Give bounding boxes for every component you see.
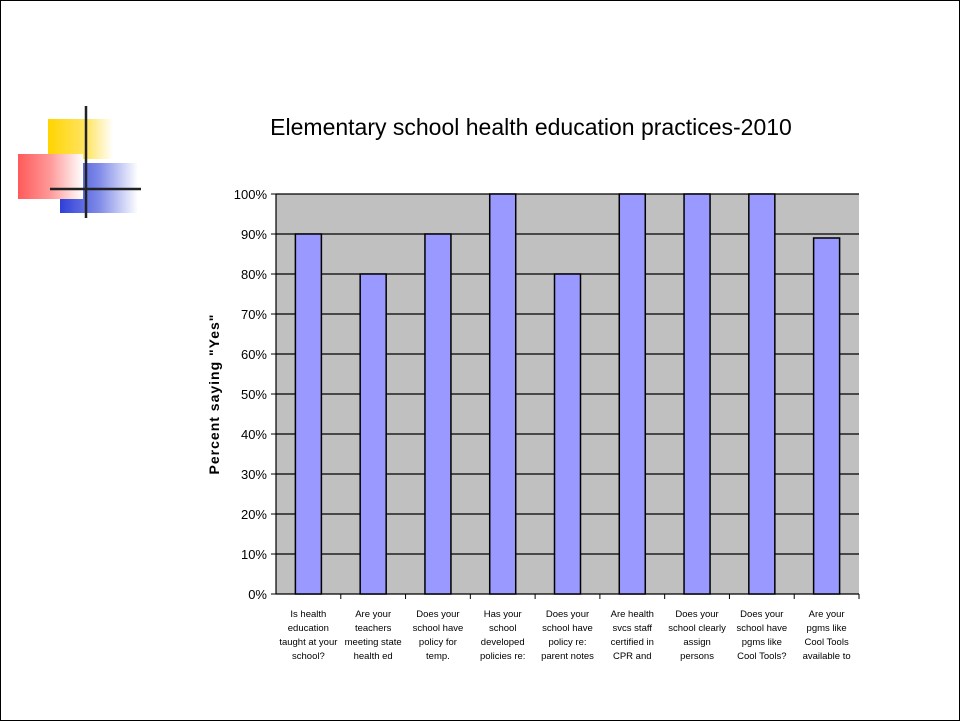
x-tick-label-line: temp.: [426, 651, 450, 662]
x-tick-label-line: teachers: [354, 623, 392, 634]
y-tick-label: 50%: [241, 387, 267, 402]
x-tick-label-line: svcs staff: [612, 623, 652, 634]
x-tick-label: Are your teachers meeting state health ed: [338, 608, 408, 664]
x-tick-label-line: assign: [683, 637, 711, 648]
x-tick-label-line: Has your: [483, 609, 522, 620]
bar: [359, 273, 387, 595]
x-tick-label-line: Cool Tools?: [737, 651, 787, 662]
x-tick-label: Does your school have policy for temp.: [403, 608, 473, 664]
y-tick-label: 30%: [241, 467, 267, 482]
x-tick-label-line: school have: [542, 623, 593, 634]
x-tick-label-line: Does your: [675, 609, 719, 620]
x-tick-label-line: school clearly: [668, 623, 726, 634]
x-tick-label-line: Cool Tools: [804, 637, 849, 648]
x-tick-label: Is health education taught at your school?: [273, 608, 343, 664]
x-tick-label-line: pgms like: [741, 637, 782, 648]
x-tick-label: Has your school developed policies re:: [468, 608, 538, 664]
x-tick-label-line: education: [287, 623, 329, 634]
x-tick-label: Are your pgms like Cool Tools available to: [792, 608, 862, 664]
x-tick-label-line: Are your: [355, 609, 392, 620]
y-tick-label: 10%: [241, 547, 267, 562]
bar: [553, 273, 582, 595]
y-tick-label: 60%: [241, 347, 267, 362]
y-tick-label: 70%: [241, 307, 267, 322]
x-tick-label-line: school: [488, 623, 517, 634]
x-tick-label-line: policy re:: [548, 637, 587, 648]
y-tick-label: 80%: [241, 267, 267, 282]
x-tick-label-line: health ed: [353, 651, 393, 662]
y-tick-label: 0%: [248, 587, 267, 602]
chart-title: Elementary school health education pract…: [270, 114, 792, 140]
x-tick-label-line: Is health: [290, 609, 327, 620]
bar: [294, 233, 323, 595]
x-tick-label-line: school have: [736, 623, 788, 634]
y-tick-label: 90%: [241, 227, 267, 242]
x-tick-label: Does your school have pgms like Cool Tools?: [727, 608, 797, 664]
slide-decoration-icon: [18, 106, 141, 218]
x-tick-label-line: pgms like: [806, 623, 847, 634]
x-tick-label-line: policy for: [418, 637, 457, 648]
bar: [812, 237, 841, 595]
x-tick-label-line: certified in: [610, 637, 654, 648]
bar: [748, 193, 776, 595]
bar: [488, 193, 517, 595]
x-tick-label-line: parent notes: [541, 651, 594, 662]
x-tick-label-line: Does your: [416, 609, 460, 620]
x-tick-label: Does your school have policy re: parent not…: [533, 608, 603, 664]
x-tick-label-line: school have: [412, 623, 464, 634]
y-tick-label: 40%: [241, 427, 267, 442]
bar: [424, 233, 452, 595]
x-tick-label-line: Does your: [740, 609, 784, 620]
x-tick-label-line: Are health: [610, 609, 654, 620]
x-tick-label-line: persons: [680, 651, 714, 662]
x-tick-label-line: policies re:: [480, 651, 526, 662]
x-tick-label-line: taught at your: [279, 637, 338, 648]
x-tick-label-line: CPR and: [612, 651, 652, 662]
bar: [683, 193, 711, 595]
x-tick-label-line: developed: [480, 637, 525, 648]
y-tick-label: 20%: [241, 507, 267, 522]
bar: [618, 193, 647, 595]
y-tick-label: 100%: [234, 187, 268, 202]
x-tick-label-line: meeting state: [344, 637, 402, 648]
x-tick-label-line: Are your: [808, 609, 845, 620]
x-tick-label: Are health svcs staff certified in CPR and: [597, 608, 667, 664]
x-tick-label-line: school?: [292, 651, 325, 662]
x-tick-label-line: available to: [802, 651, 851, 662]
x-tick-label-line: Does your: [545, 609, 590, 620]
x-tick-label: Does your school clearly assign persons: [662, 608, 732, 664]
